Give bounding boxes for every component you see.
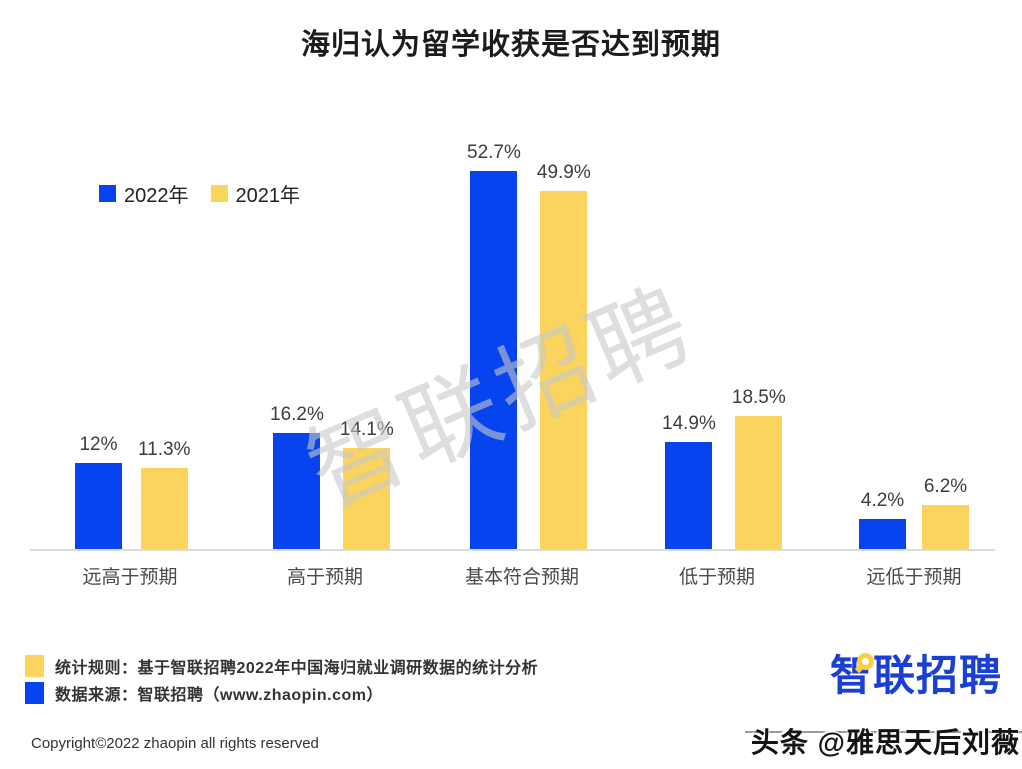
bar-group: 16.2% 14.1% [270,404,394,549]
bar-2021年 [735,416,783,549]
bar-2022年 [859,519,906,549]
footnote-stat-rule: 统计规则：基于智联招聘2022年中国海归就业调研数据的统计分析 [25,654,538,678]
bar-column: 14.1% [340,419,394,549]
bar-2022年 [665,442,713,549]
bar-value-label: 16.2% [270,404,324,425]
footnote-stat-rule-text: 统计规则：基于智联招聘2022年中国海归就业调研数据的统计分析 [55,660,539,677]
copyright-text: Copyright©2022 zhaopin all rights reserv… [31,735,319,752]
zhaopin-logo: 智联招聘 [830,649,1010,703]
category-label: 高于预期 [286,567,363,588]
legend-swatch-2021-icon [210,185,228,202]
bar-2021年 [922,505,969,549]
chart-title: 海归认为留学收获是否达到预期 [300,29,721,61]
bar-column: 18.5% [732,387,786,549]
bar-column: 49.9% [537,162,591,549]
bar-2022年 [470,171,518,549]
bar-2021年 [540,191,588,549]
bar-value-label: 6.2% [923,476,968,497]
bar-value-label: 11.3% [138,439,191,460]
chart-legend: 2022年 2021年 [99,179,300,208]
bar-group: 52.7% 49.9% [467,142,591,549]
category-label: 低于预期 [678,567,755,588]
bar-value-label: 18.5% [731,387,786,408]
category-label: 远高于预期 [82,567,178,588]
zhaopin-logo-text: 智联招聘 [830,652,1003,699]
bar-column: 14.9% [662,413,716,549]
footnote-data-source-text: 数据来源：智联招聘（www.zhaopin.com） [55,687,383,704]
watermark-line [745,731,1022,733]
bar-value-label: 14.1% [339,419,394,440]
bar-2022年 [273,433,321,549]
bar-2022年 [75,463,122,549]
category-label: 基本符合预期 [464,567,579,588]
legend-swatch-2022-icon [99,185,116,202]
bar-value-label: 49.9% [536,162,591,183]
bar-2021年 [343,448,391,549]
legend-item-2022: 2022年 [99,179,189,208]
footnote-data-source: 数据来源：智联招聘（www.zhaopin.com） [25,681,383,705]
bar-group: 4.2% 6.2% [859,476,969,549]
legend-label-2021: 2021年 [235,185,301,207]
legend-item-2021: 2021年 [210,179,301,208]
bar-column: 11.3% [138,439,190,549]
chart-plot: 12% 11.3% 远高于预期 16.2% 14.1% 高于预期 52.7% 49.9% 基本符… [30,0,995,588]
bottom-right-watermark: 头条 @雅思天后刘薇 [750,727,1020,758]
bar-column: 6.2% [922,476,969,549]
location-pin-icon [857,653,874,670]
bar-column: 4.2% [859,490,906,549]
legend-label-2022: 2022年 [124,185,189,207]
bar-value-label: 14.9% [662,413,716,434]
bar-column: 52.7% [467,142,521,549]
category-label: 远低于预期 [866,567,962,588]
bar-value-label: 52.7% [467,142,521,163]
note-square-yellow-icon [25,655,44,677]
bar-value-label: 12% [79,434,118,455]
note-square-blue-icon [25,682,44,704]
bar-group: 14.9% 18.5% [662,387,786,549]
bar-column: 12% [75,434,122,549]
bar-group: 12% 11.3% [75,434,190,549]
bar-column: 16.2% [270,404,324,549]
bar-value-label: 4.2% [860,490,905,511]
bar-2021年 [140,468,188,549]
